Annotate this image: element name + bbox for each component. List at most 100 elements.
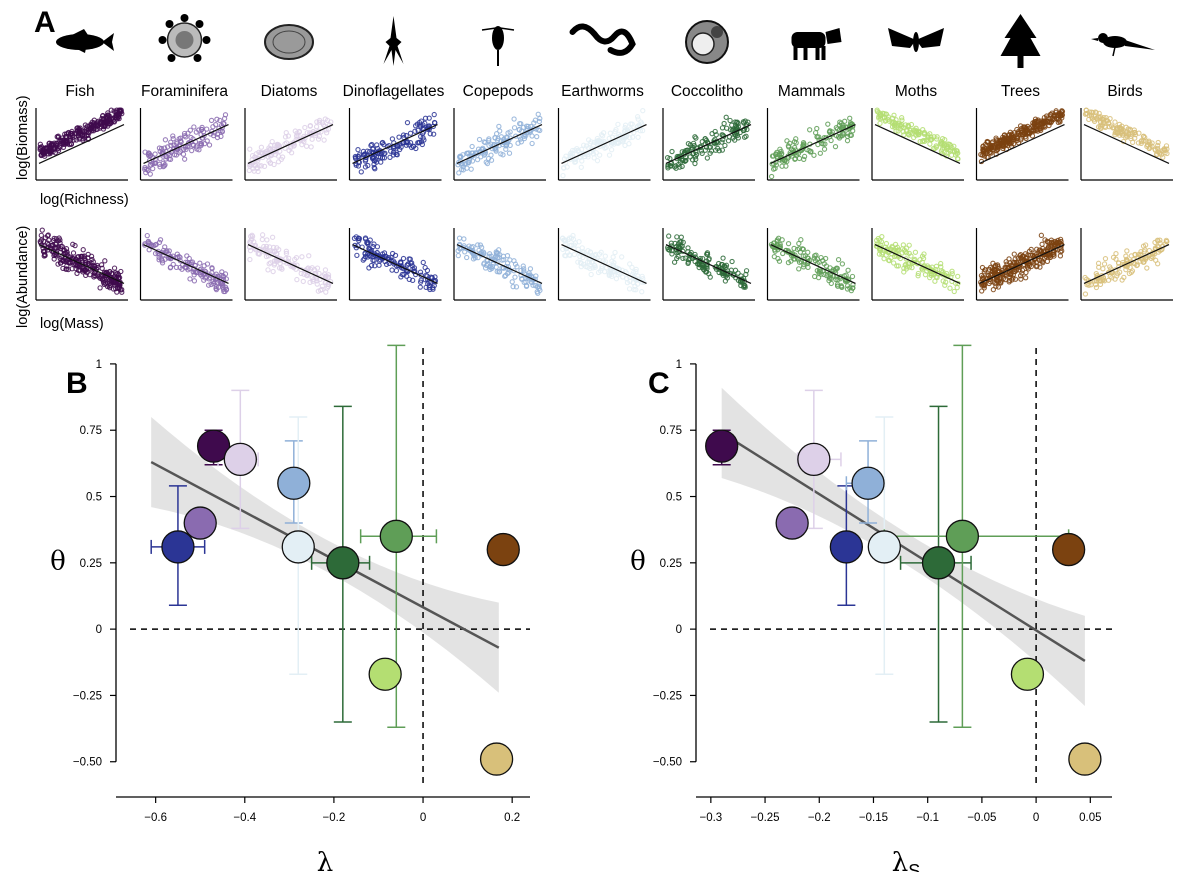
- dinoflagellate-silhouette-icon: [383, 16, 404, 66]
- data-point: [1011, 251, 1017, 257]
- taxon-name: Copepods: [463, 83, 534, 100]
- data-point: [219, 281, 225, 287]
- data-point: [516, 126, 523, 133]
- data-point: [389, 136, 396, 142]
- data-point: [986, 266, 992, 272]
- data-point: [488, 152, 494, 158]
- data-point: [791, 144, 798, 151]
- data-point: [417, 269, 424, 275]
- data-point: [908, 121, 915, 128]
- data-point: [396, 134, 402, 140]
- data-point: [674, 255, 680, 262]
- data-point: [536, 118, 543, 125]
- data-point: [934, 274, 940, 281]
- data-point: [510, 283, 516, 290]
- data-point: [704, 155, 711, 161]
- data-point: [518, 267, 524, 274]
- data-point: [595, 269, 602, 276]
- data-point: [380, 139, 386, 146]
- data-point: [1019, 125, 1025, 132]
- taxon-name: Earthworms: [561, 83, 644, 100]
- data-point: [901, 269, 907, 275]
- data-point: [42, 235, 49, 241]
- data-point: [1128, 253, 1135, 259]
- data-point: [420, 259, 426, 266]
- data-point: [908, 253, 914, 259]
- data-point: [624, 127, 630, 133]
- data-point: [430, 286, 436, 292]
- data-point: [496, 269, 502, 275]
- data-point: [456, 170, 462, 176]
- data-point: [286, 147, 292, 154]
- data-point: [202, 140, 208, 147]
- data-point: [177, 254, 183, 261]
- data-point: [319, 283, 325, 289]
- data-point: [704, 251, 710, 257]
- data-point: [162, 244, 168, 250]
- data-point: [276, 247, 282, 253]
- data-point: [825, 121, 831, 127]
- data-point: [784, 138, 790, 144]
- data-point: [894, 263, 900, 269]
- data-point: [512, 261, 519, 267]
- data-point: [1025, 127, 1031, 133]
- data-point: [171, 152, 178, 158]
- data-point: [793, 136, 799, 142]
- data-point: [50, 242, 56, 248]
- data-point: [1057, 253, 1064, 259]
- data-point: [364, 240, 371, 246]
- data-point: [896, 247, 902, 253]
- data-point: [371, 164, 377, 171]
- data-point: [741, 134, 748, 140]
- data-point: [1130, 139, 1136, 146]
- data-point: [611, 260, 617, 266]
- data-point: [65, 259, 71, 266]
- data-point: [57, 240, 63, 246]
- data-point: [210, 278, 216, 285]
- data-point: [1086, 112, 1093, 119]
- data-point: [940, 278, 946, 284]
- data-point: [368, 250, 375, 256]
- x-tick-label: 0: [420, 812, 426, 824]
- data-point: [1048, 252, 1054, 258]
- data-point: [580, 254, 586, 261]
- data-point: [947, 285, 953, 291]
- data-point: [42, 248, 48, 255]
- data-point: [261, 249, 267, 255]
- data-point: [622, 134, 629, 140]
- data-point: [575, 148, 581, 154]
- data-point: [262, 149, 268, 155]
- data-point: [581, 142, 587, 148]
- data-point: [485, 137, 492, 144]
- data-point: [374, 244, 381, 250]
- data-point: [170, 261, 176, 268]
- data-point: [564, 164, 570, 170]
- data-point: [639, 121, 645, 127]
- data-point: [609, 134, 616, 140]
- data-point: [805, 258, 811, 265]
- fit-line: [721, 431, 1086, 663]
- point-trees: [1051, 532, 1086, 567]
- data-point: [162, 137, 169, 143]
- data-point: [390, 149, 397, 155]
- data-point: [719, 139, 725, 145]
- data-point: [393, 267, 400, 274]
- data-point: [577, 253, 583, 260]
- moth-silhouette-icon: [888, 28, 944, 52]
- data-point: [511, 268, 517, 274]
- panel-b-plot: −0.6 −0.4 −0.2 0 0.2 −0.50 −0.25 0 0.25 0.5 0.75 1 λ…: [50, 344, 530, 872]
- data-point: [465, 159, 471, 165]
- data-point: [40, 147, 47, 153]
- data-point: [886, 258, 893, 264]
- data-point: [783, 163, 789, 169]
- data-point: [1142, 134, 1148, 141]
- data-point: [1101, 114, 1107, 121]
- data-point: [1022, 275, 1029, 281]
- data-point: [576, 239, 582, 245]
- data-point: [832, 143, 839, 150]
- data-point: [151, 243, 157, 249]
- data-point: [1113, 256, 1119, 262]
- data-point: [504, 253, 511, 259]
- data-point: [720, 272, 726, 278]
- data-point: [458, 153, 464, 160]
